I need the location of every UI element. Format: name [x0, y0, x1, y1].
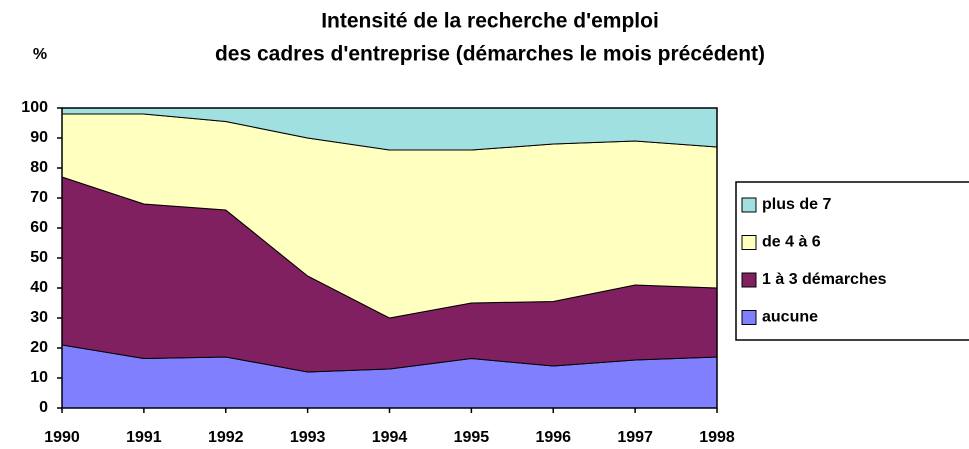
y-tick-label: 10: [30, 369, 48, 386]
x-tick-label: 1997: [617, 429, 653, 446]
legend-label: plus de 7: [762, 196, 831, 213]
y-tick-label: 40: [30, 279, 48, 296]
y-tick-label: 30: [30, 309, 48, 326]
x-tick-label: 1991: [126, 429, 162, 446]
legend-swatch: [741, 272, 757, 288]
y-tick-label: 20: [30, 339, 48, 356]
x-tick-label: 1993: [290, 429, 326, 446]
y-tick-label: 0: [39, 399, 48, 416]
y-axis-label: %: [33, 46, 47, 63]
y-tick-label: 60: [30, 219, 48, 236]
y-tick-label: 50: [30, 249, 48, 266]
y-tick-label: 80: [30, 159, 48, 176]
legend-swatch: [741, 235, 757, 250]
x-tick-label: 1994: [372, 429, 408, 446]
legend-label: de 4 à 6: [762, 234, 821, 251]
x-tick-label: 1990: [44, 429, 80, 446]
legend-swatch: [741, 197, 757, 213]
legend-label: 1 à 3 démarches: [762, 271, 887, 288]
legend: [735, 181, 969, 341]
chart-title: des cadres d'entreprise (démarches le mo…: [215, 43, 765, 66]
y-tick-label: 70: [30, 189, 48, 206]
legend-label: aucune: [762, 309, 818, 326]
y-tick-label: 90: [30, 129, 48, 146]
x-tick-label: 1998: [699, 429, 735, 446]
x-tick-label: 1996: [535, 429, 571, 446]
y-tick-label: 100: [21, 99, 48, 116]
legend-swatch: [741, 310, 757, 325]
chart-title: Intensité de la recherche d'emploi: [321, 10, 659, 33]
x-tick-label: 1992: [208, 429, 244, 446]
x-tick-label: 1995: [454, 429, 490, 446]
